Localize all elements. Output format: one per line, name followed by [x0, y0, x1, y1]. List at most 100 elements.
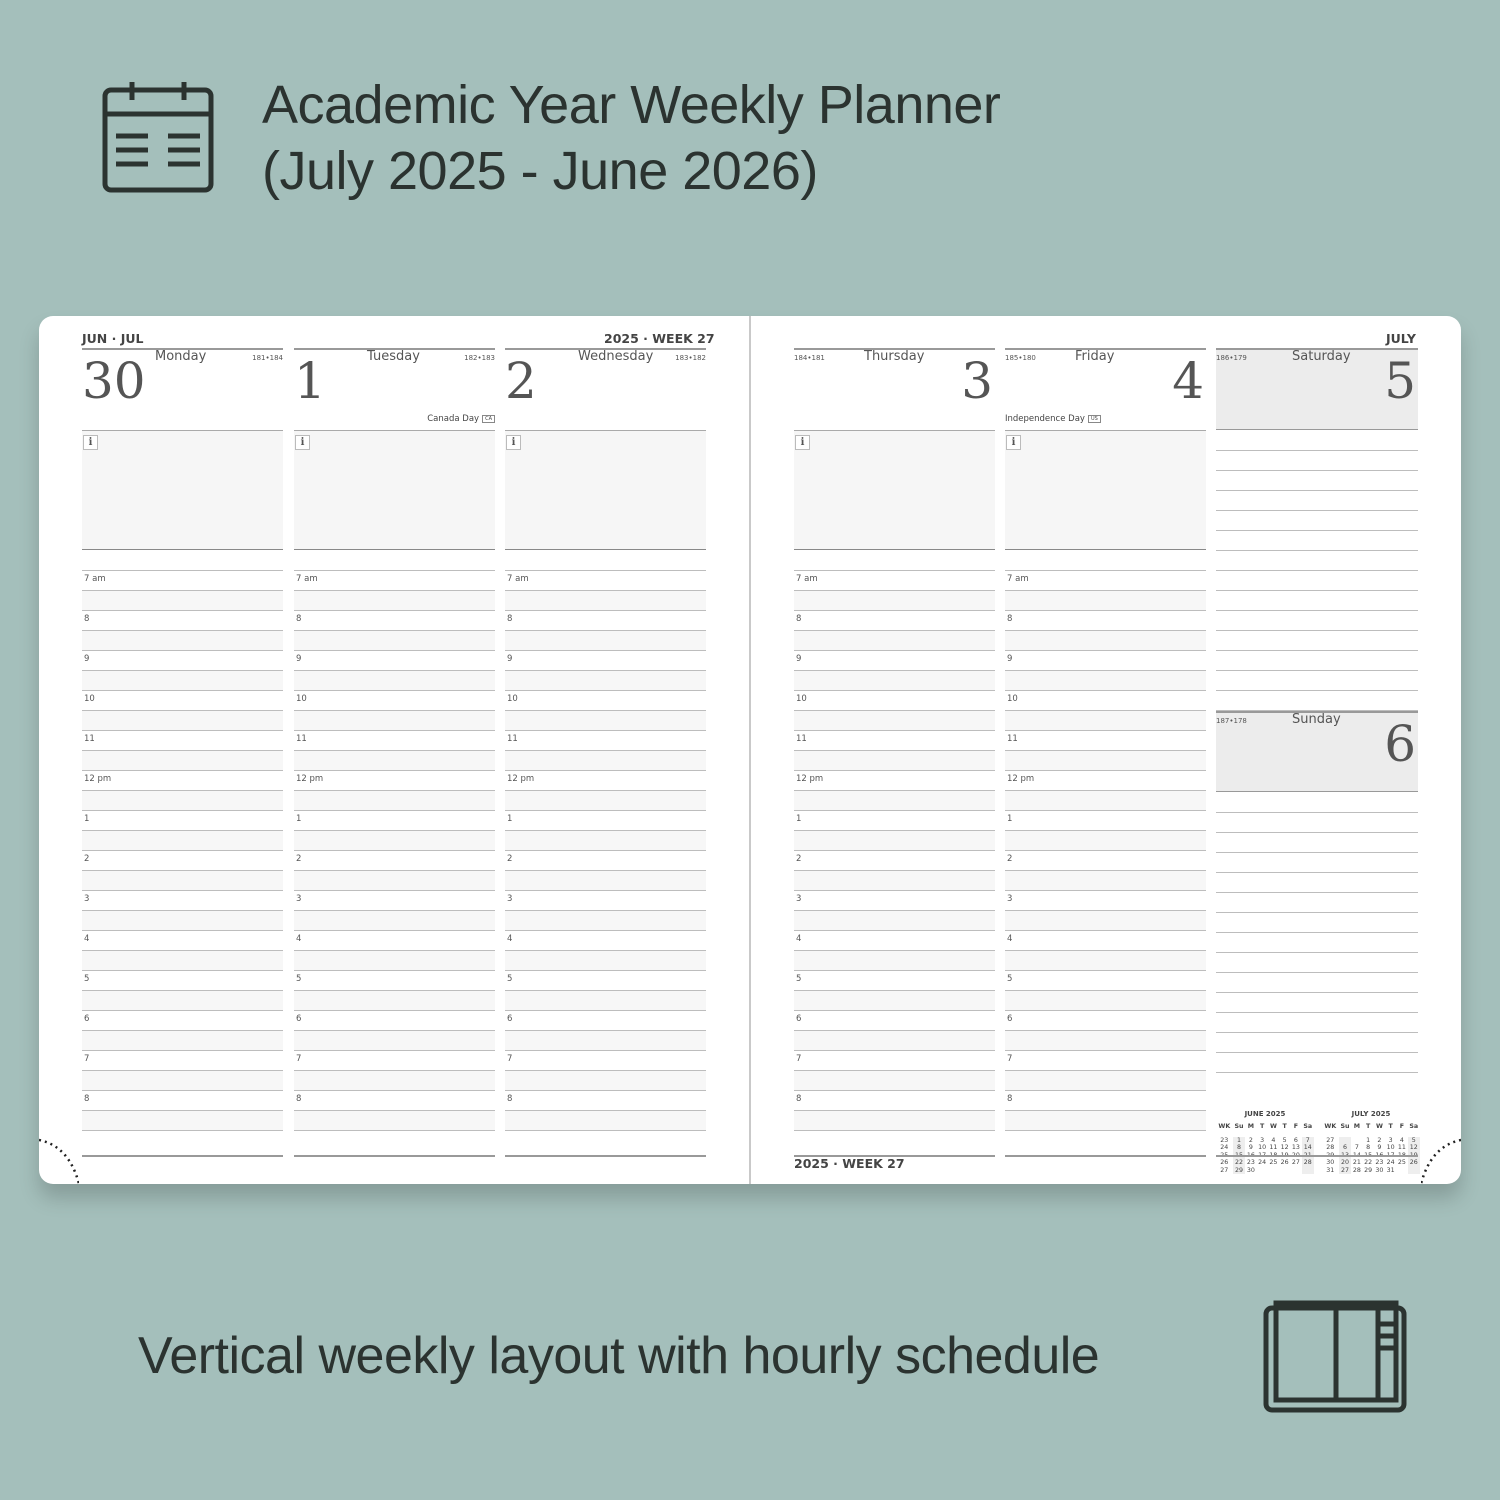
time-slot[interactable]: 8 [505, 610, 706, 630]
time-slot[interactable] [1005, 990, 1206, 1010]
time-slot[interactable]: 11 [505, 730, 706, 750]
time-slot[interactable]: 4 [294, 930, 495, 950]
time-slot[interactable] [1005, 1130, 1206, 1150]
time-slot[interactable]: 7 [1005, 1050, 1206, 1070]
time-slot[interactable]: 6 [294, 1010, 495, 1030]
time-slot[interactable]: 7 am [794, 570, 995, 590]
time-slot[interactable] [294, 1070, 495, 1090]
time-slot[interactable] [294, 750, 495, 770]
time-slot[interactable] [1005, 910, 1206, 930]
time-slot[interactable]: 5 [794, 970, 995, 990]
time-slot[interactable] [82, 1030, 283, 1050]
time-slot[interactable] [794, 950, 995, 970]
time-slot[interactable] [794, 1070, 995, 1090]
time-slot[interactable]: 1 [794, 810, 995, 830]
time-slot[interactable] [82, 870, 283, 890]
time-slot[interactable]: 1 [294, 810, 495, 830]
time-slot[interactable]: 10 [82, 690, 283, 710]
time-slot[interactable] [82, 990, 283, 1010]
time-slot[interactable]: 8 [294, 610, 495, 630]
time-slot[interactable]: 1 [1005, 810, 1206, 830]
time-slot[interactable] [505, 950, 706, 970]
time-slot[interactable]: 12 pm [1005, 770, 1206, 790]
time-slot[interactable]: 9 [82, 650, 283, 670]
time-slot[interactable] [82, 1070, 283, 1090]
note-line[interactable] [1216, 530, 1418, 550]
time-slot[interactable]: 11 [1005, 730, 1206, 750]
time-slot[interactable]: 8 [794, 1090, 995, 1110]
time-slot[interactable]: 2 [82, 850, 283, 870]
notes-box[interactable]: i [294, 430, 495, 550]
note-line[interactable] [1216, 650, 1418, 670]
time-slot[interactable]: 7 [294, 1050, 495, 1070]
time-slot[interactable] [505, 790, 706, 810]
time-slot[interactable]: 9 [505, 650, 706, 670]
time-slot[interactable]: 8 [794, 610, 995, 630]
time-slot[interactable] [794, 990, 995, 1010]
time-slot[interactable] [82, 630, 283, 650]
time-slot[interactable]: 2 [794, 850, 995, 870]
time-slot[interactable] [294, 710, 495, 730]
time-slot[interactable] [505, 710, 706, 730]
time-slot[interactable]: 7 am [505, 570, 706, 590]
time-slot[interactable]: 2 [1005, 850, 1206, 870]
time-slot[interactable] [294, 670, 495, 690]
time-slot[interactable] [294, 1130, 495, 1150]
time-slot[interactable]: 4 [505, 930, 706, 950]
time-slot[interactable] [1005, 590, 1206, 610]
time-slot[interactable] [505, 1030, 706, 1050]
time-slot[interactable] [794, 670, 995, 690]
time-slot[interactable]: 3 [505, 890, 706, 910]
time-slot[interactable] [794, 790, 995, 810]
time-slot[interactable]: 12 pm [82, 770, 283, 790]
time-slot[interactable] [794, 870, 995, 890]
note-line[interactable] [1216, 430, 1418, 450]
time-slot[interactable] [294, 630, 495, 650]
time-slot[interactable] [794, 910, 995, 930]
time-slot[interactable]: 9 [1005, 650, 1206, 670]
time-slot[interactable]: 10 [794, 690, 995, 710]
time-slot[interactable]: 1 [82, 810, 283, 830]
time-slot[interactable] [294, 790, 495, 810]
time-slot[interactable] [505, 910, 706, 930]
time-slot[interactable] [82, 790, 283, 810]
time-slot[interactable] [505, 870, 706, 890]
time-slot[interactable] [1005, 1110, 1206, 1130]
time-slot[interactable]: 10 [294, 690, 495, 710]
time-slot[interactable]: 7 [505, 1050, 706, 1070]
time-slot[interactable] [294, 910, 495, 930]
time-slot[interactable]: 6 [794, 1010, 995, 1030]
time-slot[interactable] [505, 1110, 706, 1130]
time-slot[interactable] [794, 590, 995, 610]
time-slot[interactable]: 9 [794, 650, 995, 670]
time-slot[interactable]: 7 am [82, 570, 283, 590]
time-slot[interactable] [294, 870, 495, 890]
time-slot[interactable] [505, 750, 706, 770]
time-slot[interactable] [82, 750, 283, 770]
note-line[interactable] [1216, 670, 1418, 690]
time-slot[interactable]: 3 [294, 890, 495, 910]
time-slot[interactable]: 8 [82, 610, 283, 630]
time-slot[interactable] [505, 590, 706, 610]
note-line[interactable] [1216, 550, 1418, 570]
time-slot[interactable] [1005, 870, 1206, 890]
time-slot[interactable]: 7 [794, 1050, 995, 1070]
time-slot[interactable] [794, 750, 995, 770]
time-slot[interactable] [505, 1130, 706, 1150]
time-slot[interactable]: 8 [505, 1090, 706, 1110]
time-slot[interactable] [505, 830, 706, 850]
time-slot[interactable]: 3 [1005, 890, 1206, 910]
time-slot[interactable] [294, 830, 495, 850]
notes-box[interactable]: i [505, 430, 706, 550]
time-slot[interactable] [1005, 790, 1206, 810]
time-slot[interactable] [294, 1110, 495, 1130]
time-slot[interactable]: 7 am [1005, 570, 1206, 590]
time-slot[interactable] [794, 1110, 995, 1130]
note-line[interactable] [1216, 450, 1418, 470]
time-slot[interactable]: 6 [505, 1010, 706, 1030]
time-slot[interactable] [82, 950, 283, 970]
time-slot[interactable] [794, 710, 995, 730]
time-slot[interactable]: 3 [82, 890, 283, 910]
notes-box[interactable]: i [1005, 430, 1206, 550]
time-slot[interactable]: 10 [1005, 690, 1206, 710]
